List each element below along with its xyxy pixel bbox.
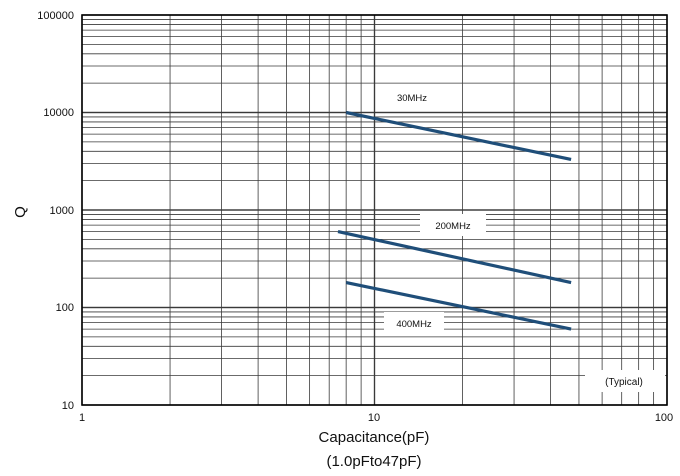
- y-axis-title: Q: [12, 206, 29, 218]
- y-tick-label: 1000: [50, 205, 74, 217]
- grid: [81, 14, 668, 406]
- plot-frame: [81, 14, 668, 406]
- x-tick-label: 1: [79, 412, 85, 424]
- x-tick-label: 100: [655, 412, 673, 424]
- x-axis-title: Capacitance(pF): [319, 429, 430, 446]
- note-background: [585, 370, 665, 392]
- series-label-30mhz: 30MHz: [382, 86, 442, 108]
- x-axis-ticks: 1 10 100: [79, 412, 673, 424]
- series-line-400mhz: [345, 281, 572, 331]
- series-label-text: 400MHz: [396, 319, 432, 330]
- y-tick-label: 10000: [43, 107, 74, 119]
- label-background: [420, 214, 486, 236]
- series-label-text: 200MHz: [435, 221, 471, 232]
- typical-note: (Typical): [585, 370, 665, 392]
- y-axis-ticks: 100000 10000 1000 100 10: [37, 10, 74, 412]
- series-label-200mhz: 200MHz: [420, 214, 486, 236]
- y-tick-label: 100000: [37, 10, 74, 22]
- series-label-text: 30MHz: [397, 93, 427, 104]
- y-tick-label: 10: [62, 400, 74, 412]
- y-tick-label: 100: [56, 302, 74, 314]
- x-tick-label: 10: [368, 412, 380, 424]
- series-line-200mhz: [337, 230, 572, 285]
- series-line-30mhz: [345, 110, 572, 161]
- x-axis-subtitle: (1.0pFto47pF): [326, 453, 421, 470]
- typical-note-text: (Typical): [605, 377, 643, 388]
- series-lines: [337, 110, 572, 331]
- series-label-400mhz: 400MHz: [384, 312, 444, 334]
- label-background: [384, 312, 444, 334]
- label-background: [382, 86, 442, 108]
